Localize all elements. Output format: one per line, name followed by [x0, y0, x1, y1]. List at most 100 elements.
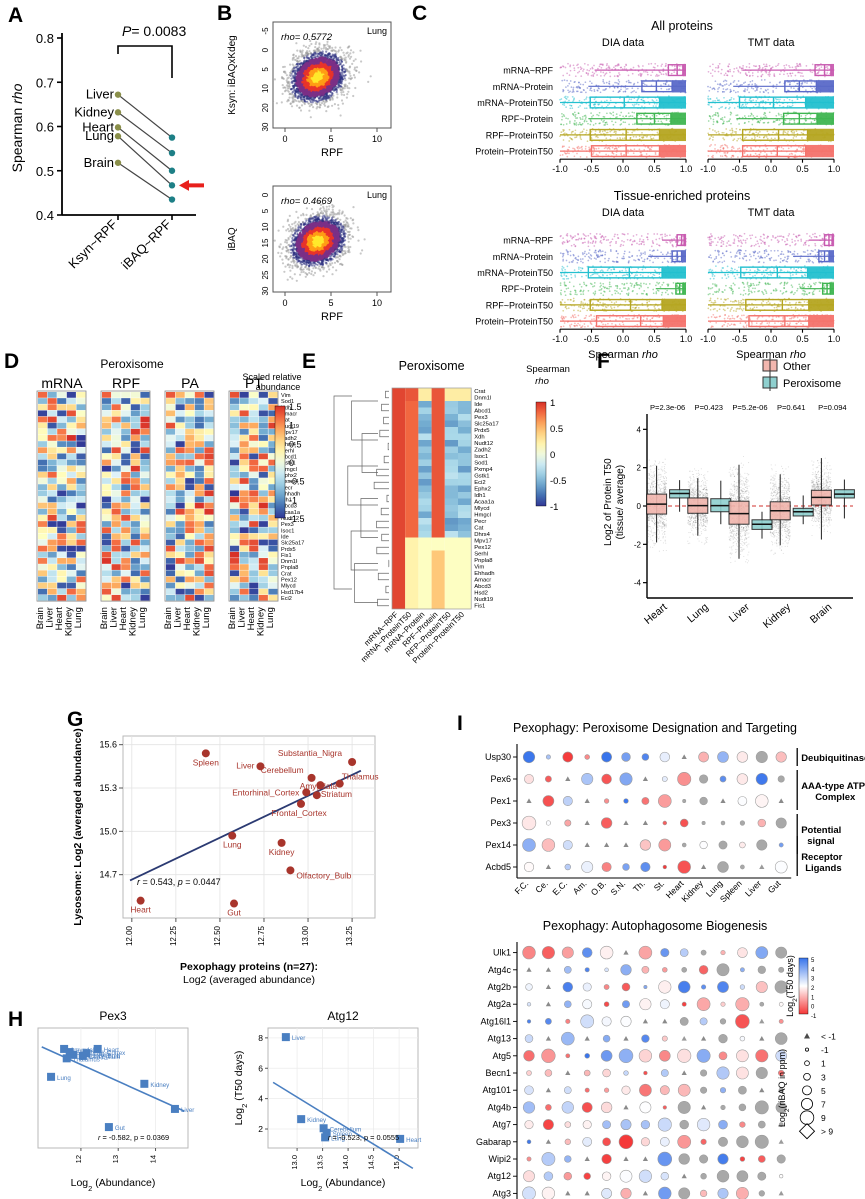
panel-b-data-point [296, 63, 299, 66]
panel-b-data-point [315, 76, 319, 79]
panel-b-data-point [293, 98, 296, 101]
panel-b-data-point [310, 85, 313, 89]
panel-b-data-point [322, 74, 326, 78]
panel-b-data-point [289, 264, 292, 267]
panel-b-data-point [309, 116, 312, 119]
panel-b-data-point [334, 85, 337, 88]
panel-b-data-point [329, 220, 332, 223]
panel-b-data-point [325, 205, 328, 208]
panel-b-data-point [314, 46, 317, 49]
panel-b-data-point [292, 258, 295, 261]
panel-b-data-point [320, 266, 323, 269]
panel-b-data-point [309, 72, 313, 75]
panel-a-connector-line [117, 111, 173, 154]
panel-b-data-point [293, 273, 296, 276]
panel-b-data-point [348, 230, 351, 233]
panel-b-data-point [308, 109, 311, 112]
panel-b-data-point [321, 59, 325, 63]
panel-b-data-point [343, 87, 346, 90]
panel-b-data-point [297, 95, 300, 98]
panel-b-data-point [331, 215, 335, 218]
panel-b-data-point [318, 92, 322, 96]
panel-b-data-point [281, 84, 284, 87]
panel-b-data-point [283, 70, 286, 73]
panel-b-data-point [310, 272, 313, 276]
panel-b-data-point [339, 77, 342, 80]
panel-b-data-point [312, 49, 315, 52]
panel-b-data-point [287, 244, 290, 247]
panel-b-y-ticklabel: 0 [261, 47, 270, 52]
panel-b-data-point [331, 91, 334, 95]
panel-b-data-point [299, 97, 302, 100]
panel-b-data-point [291, 101, 294, 104]
panel-b-data-point [320, 57, 324, 61]
panel-b-data-point [322, 262, 325, 265]
panel-b-data-point [290, 248, 294, 251]
panel-b-data-point [310, 98, 314, 101]
panel-b-data-point [280, 76, 284, 79]
panel-b-data-point [342, 239, 345, 243]
panel-b-data-point [312, 274, 315, 277]
panel-b-data-point [326, 105, 329, 109]
panel-b-data-point [344, 68, 347, 71]
panel-b-data-point [346, 86, 349, 89]
panel-b-data-point [314, 42, 317, 46]
panel-b-data-point [299, 66, 302, 69]
panel-b-data-point [290, 240, 293, 243]
panel-b-data-point [337, 56, 340, 60]
panel-b-data-point [327, 38, 330, 41]
panel-b-data-point [326, 40, 329, 44]
panel-b-data-point [295, 262, 298, 265]
panel-b-data-point [304, 45, 308, 49]
panel-b-data-point [295, 42, 298, 45]
panel-b-data-point [293, 74, 297, 77]
panel-b-data-point [310, 103, 313, 107]
panel-b-data-point [330, 257, 333, 260]
panel-b-data-point [282, 77, 285, 80]
panel-b-data-point [320, 89, 324, 93]
panel-b-data-point [318, 42, 321, 45]
panel-b-data-point [322, 88, 326, 92]
panel-b-data-point [277, 229, 280, 232]
panel-a-connector-line [117, 94, 173, 139]
panel-b-data-point [305, 213, 308, 216]
panel-b-data-point [286, 220, 289, 223]
panel-b-data-point [288, 84, 291, 87]
panel-b-data-point [350, 55, 353, 58]
panel-b-data-point [291, 68, 294, 71]
panel-b-data-point [314, 51, 317, 54]
panel-b-data-point [299, 261, 302, 265]
panel-b-data-point [353, 68, 356, 71]
panel-b-data-point [345, 96, 348, 99]
panel-b-data-point [294, 264, 297, 267]
panel-b-data-point [340, 99, 344, 102]
panel-b-data-point [349, 52, 352, 55]
panel-b-data-point [333, 229, 337, 233]
panel-b-data-point [306, 91, 310, 95]
panel-b-data-point [292, 56, 295, 59]
panel-b-data-point [332, 76, 336, 80]
panel-b-data-point [302, 270, 305, 273]
panel-b-data-point [290, 88, 293, 91]
panel-b-data-point [357, 229, 360, 232]
panel-b-data-point [313, 68, 317, 71]
panel-b-data-point [331, 206, 334, 209]
panel-b-tissue-tag: Lung [367, 26, 387, 36]
panel-b-data-point [289, 245, 292, 248]
panel-b-data-point [300, 224, 303, 227]
panel-b-data-point [329, 55, 332, 58]
panel-b-data-point [304, 272, 307, 275]
panel-b-data-point [359, 49, 362, 52]
panel-b-data-point [300, 72, 303, 76]
panel-b-data-point [326, 62, 330, 66]
panel-b-data-point [341, 102, 344, 105]
panel-a-tissue-label: Brain [84, 155, 114, 170]
panel-b-data-point [307, 60, 310, 63]
panel-b-data-point [346, 69, 349, 72]
panel-b-data-point [289, 256, 292, 259]
panel-b-data-point [288, 74, 291, 77]
panel-b-data-point [280, 252, 283, 255]
panel-a-point-ksyn [114, 159, 122, 166]
panel-a-pvalue-italic: P [122, 23, 132, 39]
panel-b-data-point [290, 251, 293, 254]
